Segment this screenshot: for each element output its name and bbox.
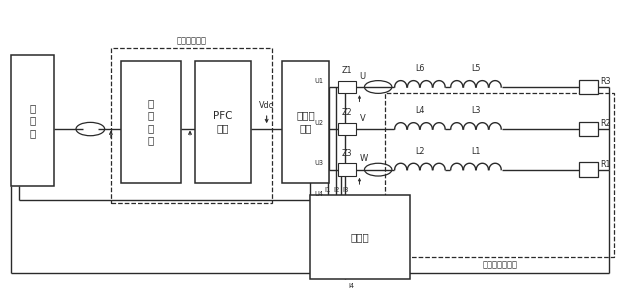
Bar [579,162,598,177]
Bar [385,93,614,257]
Text: 功率计: 功率计 [351,232,369,242]
Text: U3: U3 [314,160,323,166]
Bar [121,61,181,183]
Text: I2: I2 [333,187,340,193]
Text: L5: L5 [471,64,481,73]
Text: R2: R2 [600,119,611,128]
Bar [338,123,356,135]
Text: Z3: Z3 [342,149,353,158]
Text: U2: U2 [314,119,323,126]
Text: 逆变器
电路: 逆变器 电路 [296,110,315,133]
Text: I3: I3 [342,187,348,193]
Text: Vdc: Vdc [259,101,274,110]
Text: L1: L1 [471,147,481,156]
Text: 整
流
电
路: 整 流 电 路 [148,98,155,145]
Text: U1: U1 [314,77,323,84]
Text: U4: U4 [314,191,323,197]
Text: L2: L2 [415,147,425,156]
Text: Z2: Z2 [342,108,353,117]
Bar [111,48,272,203]
Text: L4: L4 [415,106,425,115]
Text: PFC
电路: PFC 电路 [213,110,233,133]
Bar [11,55,54,186]
Text: Z1: Z1 [342,66,353,75]
Text: U: U [359,72,366,81]
Bar [338,81,356,93]
Text: I1: I1 [325,187,331,193]
Text: 整流变换模块: 整流变换模块 [176,36,206,45]
Text: L6: L6 [415,64,425,73]
Text: I4: I4 [348,283,354,289]
Bar [579,122,598,136]
Bar [338,163,356,176]
Bar [310,195,410,279]
Bar [195,61,251,183]
Text: 压缩机模拟电路: 压缩机模拟电路 [482,260,517,269]
Text: L3: L3 [471,106,481,115]
Text: R1: R1 [600,160,611,169]
Text: V: V [359,114,365,123]
Bar [579,80,598,94]
Text: W: W [359,154,368,163]
Text: R3: R3 [600,77,611,86]
Bar [282,61,329,183]
Text: 调
压
器: 调 压 器 [29,103,36,138]
